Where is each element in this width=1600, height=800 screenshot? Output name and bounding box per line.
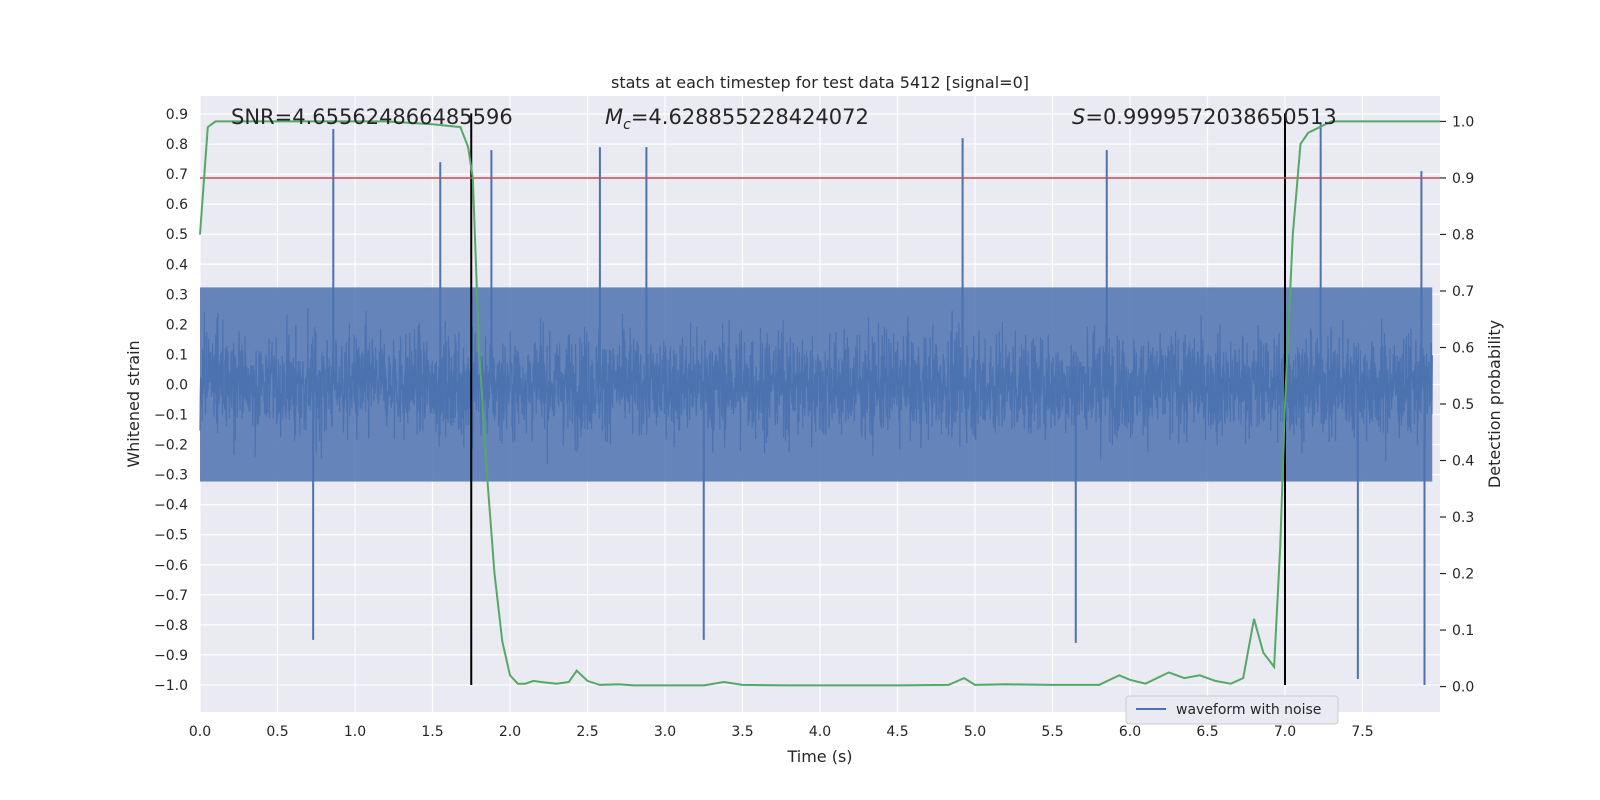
x-tick-label: 1.0 — [344, 724, 366, 740]
waveform-series — [199, 123, 1433, 685]
y2-tick-label: 0.3 — [1452, 510, 1474, 526]
y-tick-label: 0.0 — [166, 377, 188, 393]
x-tick-label: 6.0 — [1119, 724, 1141, 740]
x-tick-label: 6.5 — [1196, 724, 1218, 740]
legend: waveform with noise — [1125, 695, 1339, 725]
probability-line — [199, 120, 1440, 687]
y-tick-label: 0.5 — [166, 227, 188, 243]
x-tick-label: 3.0 — [654, 724, 676, 740]
y2-tick-label: 0.7 — [1452, 284, 1474, 300]
y-tick-label: 0.2 — [166, 317, 188, 333]
y2-tick-label: 0.4 — [1452, 454, 1474, 470]
legend-box — [1125, 695, 1339, 725]
y-tick-label: 0.6 — [166, 197, 188, 213]
y-tick-label: −0.9 — [154, 648, 188, 664]
mc-annotation: Mc=4.628855228424072 — [605, 105, 869, 133]
y2-tick-label: 0.1 — [1452, 623, 1474, 639]
x-tick-label: 2.5 — [576, 724, 598, 740]
x-tick-label: 7.5 — [1351, 724, 1373, 740]
y-tick-label: 0.4 — [166, 257, 188, 273]
y-axis-left: −1.0 −0.9 −0.8 −0.7 −0.6 −0.5 −0.4 −0.3 −0.2 −0.1… — [154, 107, 188, 694]
y-tick-label: −0.2 — [154, 438, 188, 454]
s-annotation: S=0.9999572038650513 — [1072, 105, 1337, 129]
x-tick-label: 0.0 — [189, 724, 211, 740]
y-tick-label: 0.9 — [166, 107, 188, 123]
x-tick-label: 1.5 — [421, 724, 443, 740]
y-tick-label: −1.0 — [154, 678, 188, 694]
x-tick-label: 4.5 — [886, 724, 908, 740]
snr-annotation: SNR=4.655624866485596 — [231, 105, 513, 129]
y-tick-label: 0.8 — [166, 137, 188, 153]
y2-axis-label: Detection probability — [1485, 320, 1504, 488]
x-tick-label: 5.5 — [1041, 724, 1063, 740]
y-tick-label: 0.1 — [166, 347, 188, 363]
y-tick-label: −0.3 — [154, 468, 188, 484]
legend-label: waveform with noise — [1176, 702, 1321, 718]
y-tick-label: −0.4 — [154, 498, 188, 514]
y-tick-label: −0.1 — [154, 408, 188, 424]
y-tick-label: −0.7 — [154, 588, 188, 604]
x-tick-label: 2.0 — [499, 724, 521, 740]
y2-tick-label: 0.6 — [1452, 340, 1474, 356]
y2-tick-label: 0.2 — [1452, 567, 1474, 583]
y-tick-label: −0.8 — [154, 618, 188, 634]
x-tick-label: 3.5 — [731, 724, 753, 740]
y-tick-label: −0.5 — [154, 528, 188, 544]
x-axis: 0.0 0.5 1.0 1.5 2.0 2.5 3.0 3.5 4.0 4.5 5.0 5.5 6.0 6… — [189, 724, 1374, 740]
y-axis-right: 0.0 0.1 0.2 0.3 0.4 0.5 0.6 0.7 0.8 0.9 1.0 — [1440, 114, 1474, 696]
x-tick-label: 4.0 — [809, 724, 831, 740]
x-tick-label: 5.0 — [964, 724, 986, 740]
y2-tick-label: 0.8 — [1452, 227, 1474, 243]
x-tick-label: 7.0 — [1274, 724, 1296, 740]
y2-tick-label: 0.9 — [1452, 171, 1474, 187]
y2-tick-label: 0.0 — [1452, 680, 1474, 696]
x-tick-label: 0.5 — [266, 724, 288, 740]
y-tick-label: 0.3 — [166, 287, 188, 303]
y-tick-label: −0.6 — [154, 558, 188, 574]
y-axis-label: Whitened strain — [124, 340, 143, 467]
waveform-envelope — [200, 287, 1433, 482]
y2-tick-label: 1.0 — [1452, 114, 1474, 130]
chart-title: stats at each timestep for test data 541… — [611, 73, 1029, 92]
x-axis-label: Time (s) — [786, 747, 852, 766]
y-tick-label: 0.7 — [166, 167, 188, 183]
y2-tick-label: 0.5 — [1452, 397, 1474, 413]
